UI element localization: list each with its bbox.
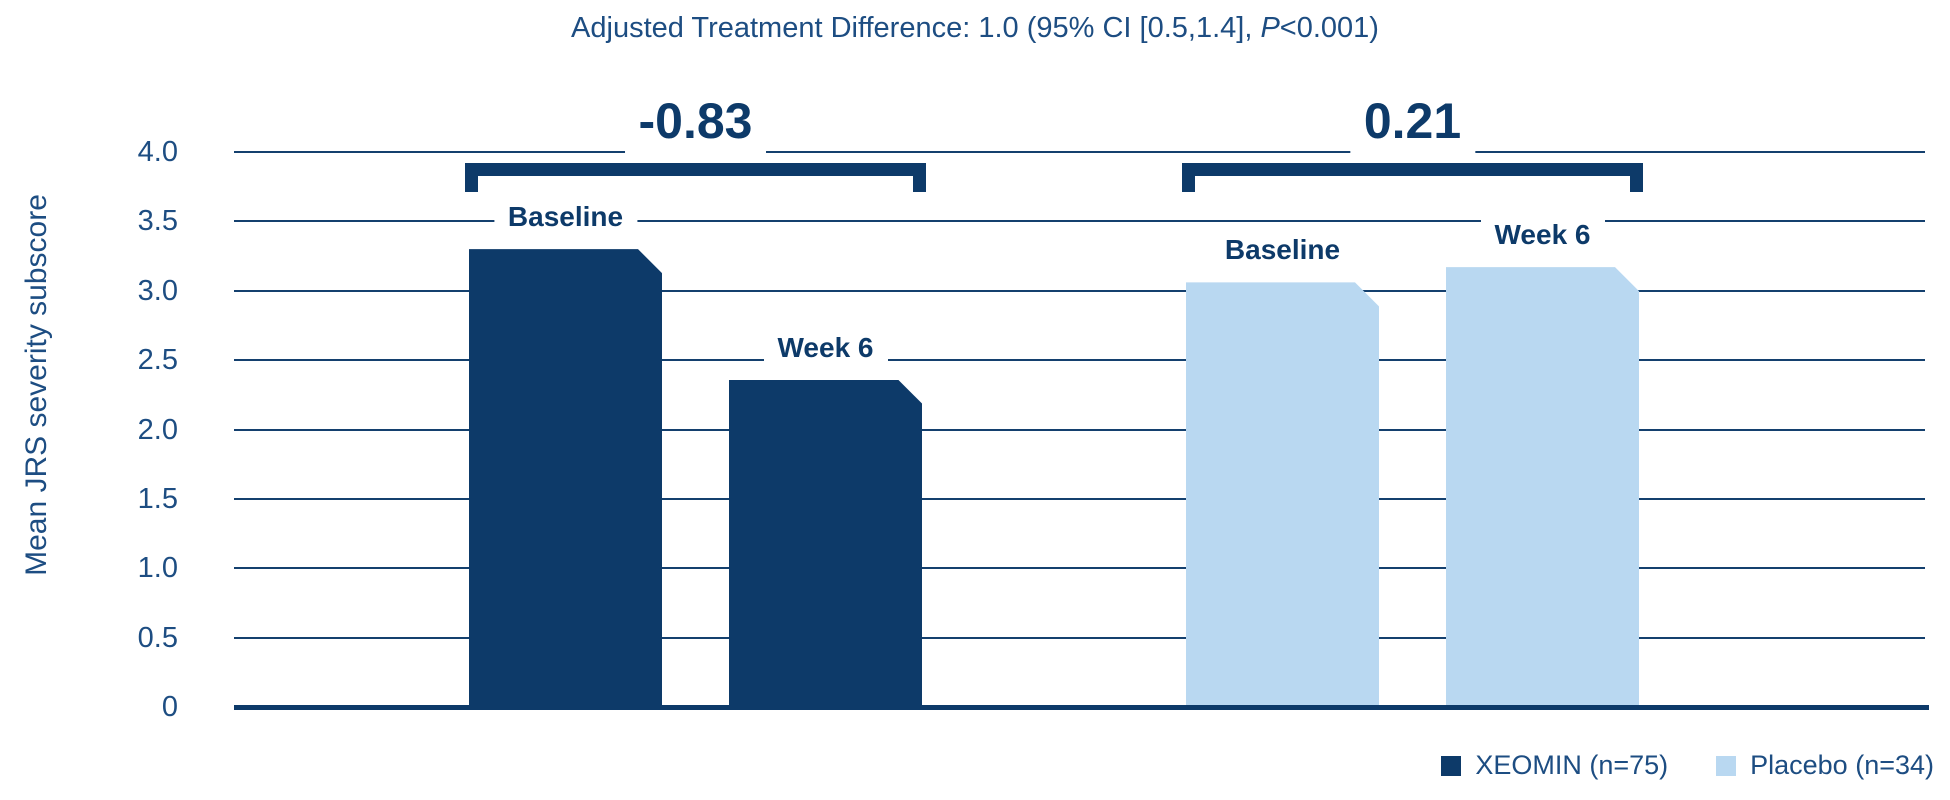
legend: XEOMIN (n=75) Placebo (n=34) (1441, 750, 1934, 781)
chart-title-text-after: <0.001) (1279, 12, 1379, 44)
bar-label: Baseline (1210, 230, 1355, 271)
y-tick-label: 2.5 (137, 344, 178, 377)
gridline (234, 497, 1925, 500)
y-axis-title: Mean JRS severity subscore (20, 194, 53, 576)
bar-placebo-baseline (1186, 282, 1379, 707)
legend-label: Placebo (n=34) (1750, 750, 1934, 780)
y-tick-label: 1.0 (137, 552, 178, 585)
gridline (234, 567, 1925, 570)
x-axis-baseline (234, 705, 1929, 710)
gridline (234, 428, 1925, 431)
gridline (234, 220, 1925, 223)
gridline (234, 151, 1925, 153)
chart-title: Adjusted Treatment Difference: 1.0 (95% … (0, 12, 1950, 45)
legend-item: Placebo (n=34) (1716, 750, 1934, 781)
bar-label: Week 6 (1480, 215, 1605, 256)
y-tick-label: 2.0 (137, 413, 178, 446)
legend-swatch-icon (1441, 755, 1462, 776)
legend-label: XEOMIN (n=75) (1475, 750, 1669, 780)
y-tick-label: 3.0 (137, 274, 178, 307)
bar-xeomin-baseline (469, 249, 662, 707)
bar-label: Week 6 (763, 327, 888, 368)
y-tick-label: 0 (161, 691, 178, 723)
difference-bracket (1182, 163, 1643, 192)
y-tick-label: 3.5 (137, 205, 178, 238)
difference-value-label: 0.21 (1349, 92, 1476, 154)
gridline (234, 289, 1925, 292)
legend-swatch-icon (1716, 755, 1737, 776)
difference-bracket (465, 163, 926, 192)
chart-title-p-italic: P (1260, 12, 1280, 44)
gridline (234, 359, 1925, 362)
chart-title-text: Adjusted Treatment Difference: 1.0 (95% … (571, 12, 1261, 44)
gridline (234, 636, 1925, 639)
y-tick-label: 4.0 (137, 136, 178, 168)
difference-value-label: -0.83 (624, 92, 767, 154)
y-tick-label: 1.5 (137, 482, 178, 515)
bar-label: Baseline (493, 197, 638, 238)
y-tick-label: 0.5 (137, 621, 178, 654)
bar-xeomin-week6 (729, 380, 922, 707)
bar-placebo-week6 (1446, 267, 1639, 707)
legend-item: XEOMIN (n=75) (1441, 750, 1668, 781)
